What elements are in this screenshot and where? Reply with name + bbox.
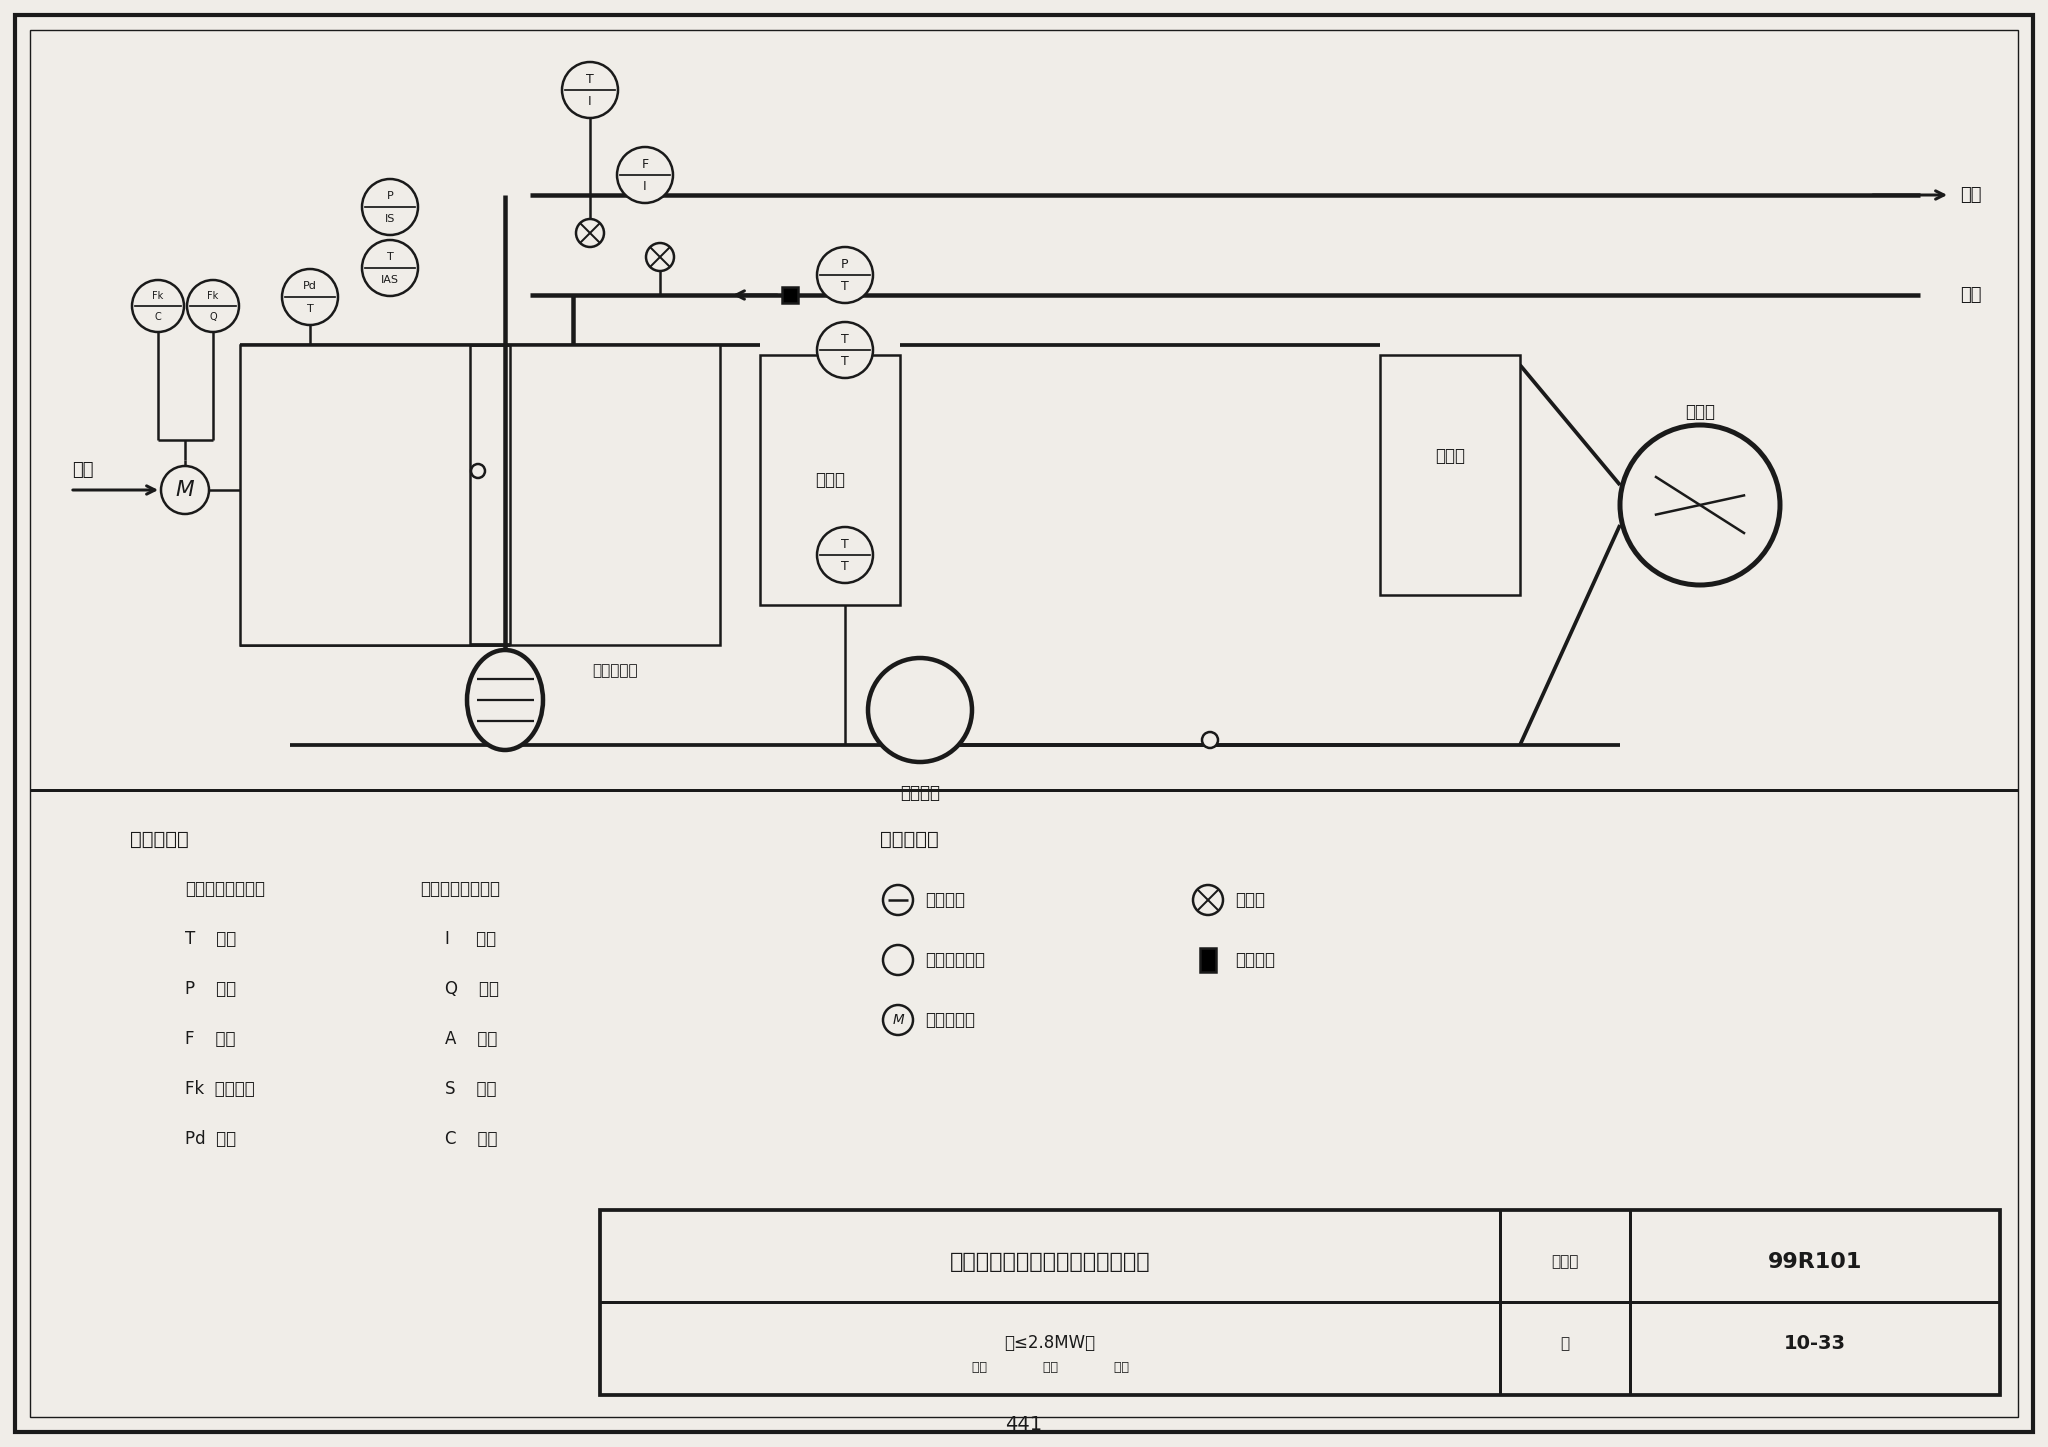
Ellipse shape bbox=[467, 650, 543, 750]
Bar bbox=[600, 1210, 2001, 1395]
Circle shape bbox=[1620, 425, 1780, 585]
Text: T: T bbox=[842, 333, 848, 346]
Text: 电动操作器: 电动操作器 bbox=[926, 1011, 975, 1029]
Circle shape bbox=[817, 323, 872, 378]
Text: M: M bbox=[176, 480, 195, 501]
Text: （≤2.8MW）: （≤2.8MW） bbox=[1004, 1334, 1096, 1351]
Text: 除尘器: 除尘器 bbox=[1436, 447, 1464, 464]
Bar bbox=[760, 355, 899, 605]
Text: 省煤器: 省煤器 bbox=[815, 472, 846, 489]
Bar bbox=[782, 287, 799, 302]
Text: 分子（或第一位）: 分子（或第一位） bbox=[184, 880, 264, 899]
Text: 图集号: 图集号 bbox=[1550, 1255, 1579, 1269]
Circle shape bbox=[131, 281, 184, 331]
Text: T: T bbox=[387, 252, 393, 262]
Text: C: C bbox=[156, 313, 162, 321]
Circle shape bbox=[362, 240, 418, 297]
Text: M: M bbox=[893, 1013, 903, 1027]
Text: Fk: Fk bbox=[152, 291, 164, 301]
Text: T    温度: T 温度 bbox=[184, 930, 236, 948]
Text: 排: 排 bbox=[289, 515, 301, 534]
Text: 99R101: 99R101 bbox=[1767, 1252, 1862, 1272]
Bar bbox=[240, 344, 469, 645]
Text: 上煤: 上煤 bbox=[72, 462, 94, 479]
Circle shape bbox=[575, 218, 604, 247]
Text: 炉膛: 炉膛 bbox=[383, 450, 408, 469]
Text: T: T bbox=[842, 356, 848, 368]
Circle shape bbox=[883, 1006, 913, 1035]
Text: 页: 页 bbox=[1561, 1336, 1569, 1350]
Text: 分母（或第二位）: 分母（或第二位） bbox=[420, 880, 500, 899]
Circle shape bbox=[1194, 886, 1223, 915]
Text: 图示说明：: 图示说明： bbox=[881, 831, 938, 849]
Text: A    报警: A 报警 bbox=[444, 1030, 498, 1048]
Text: F: F bbox=[641, 158, 649, 171]
Circle shape bbox=[883, 886, 913, 915]
Text: 热水锅炉热工测量控制系统条件图: 热水锅炉热工测量控制系统条件图 bbox=[950, 1252, 1151, 1272]
Circle shape bbox=[817, 527, 872, 583]
Text: 供水: 供水 bbox=[1960, 187, 1982, 204]
Circle shape bbox=[868, 658, 973, 763]
Text: Pd: Pd bbox=[303, 281, 317, 291]
Text: 引风机: 引风机 bbox=[1686, 404, 1714, 421]
Text: 审核              校对              设计: 审核 校对 设计 bbox=[971, 1360, 1128, 1373]
Circle shape bbox=[362, 179, 418, 234]
Circle shape bbox=[283, 269, 338, 326]
Text: 炉: 炉 bbox=[289, 450, 301, 469]
Text: 流量孔板: 流量孔板 bbox=[1235, 951, 1276, 969]
Text: 盘装仪表: 盘装仪表 bbox=[926, 891, 965, 909]
Text: 回水: 回水 bbox=[1960, 287, 1982, 304]
Text: 10-33: 10-33 bbox=[1784, 1334, 1845, 1353]
Text: 一次风机: 一次风机 bbox=[899, 784, 940, 802]
Bar bbox=[510, 344, 721, 645]
Text: T: T bbox=[842, 538, 848, 551]
Text: IS: IS bbox=[385, 214, 395, 224]
Text: 441: 441 bbox=[1006, 1415, 1042, 1434]
Text: IAS: IAS bbox=[381, 275, 399, 285]
Text: T: T bbox=[842, 281, 848, 294]
Text: Pd  差压: Pd 差压 bbox=[184, 1130, 236, 1147]
Text: Q: Q bbox=[209, 313, 217, 321]
Text: 对流受热面: 对流受热面 bbox=[592, 663, 637, 679]
Circle shape bbox=[162, 466, 209, 514]
Text: Fk  炉排速度: Fk 炉排速度 bbox=[184, 1079, 254, 1098]
Text: I     指示: I 指示 bbox=[444, 930, 496, 948]
Bar bbox=[1380, 355, 1520, 595]
Text: C    控制: C 控制 bbox=[444, 1130, 498, 1147]
Text: P: P bbox=[387, 191, 393, 201]
Text: 变送器: 变送器 bbox=[1235, 891, 1266, 909]
Text: P: P bbox=[842, 258, 848, 271]
Circle shape bbox=[561, 62, 618, 119]
Text: T: T bbox=[586, 72, 594, 85]
Text: 就地安装仪表: 就地安装仪表 bbox=[926, 951, 985, 969]
Text: F    流量: F 流量 bbox=[184, 1030, 236, 1048]
Text: P    压力: P 压力 bbox=[184, 980, 236, 998]
Text: S    联锁: S 联锁 bbox=[444, 1079, 496, 1098]
Text: 文字说明：: 文字说明： bbox=[129, 831, 188, 849]
Text: T: T bbox=[307, 304, 313, 314]
Circle shape bbox=[817, 247, 872, 302]
Text: I: I bbox=[643, 181, 647, 194]
Text: T: T bbox=[842, 560, 848, 573]
Text: Q    累积: Q 累积 bbox=[444, 980, 500, 998]
Circle shape bbox=[471, 464, 485, 478]
Circle shape bbox=[645, 243, 674, 271]
Circle shape bbox=[883, 945, 913, 975]
Circle shape bbox=[616, 148, 674, 203]
Text: Fk: Fk bbox=[207, 291, 219, 301]
Circle shape bbox=[186, 281, 240, 331]
Text: I: I bbox=[588, 96, 592, 109]
Bar bbox=[1200, 948, 1217, 972]
Circle shape bbox=[1202, 732, 1219, 748]
